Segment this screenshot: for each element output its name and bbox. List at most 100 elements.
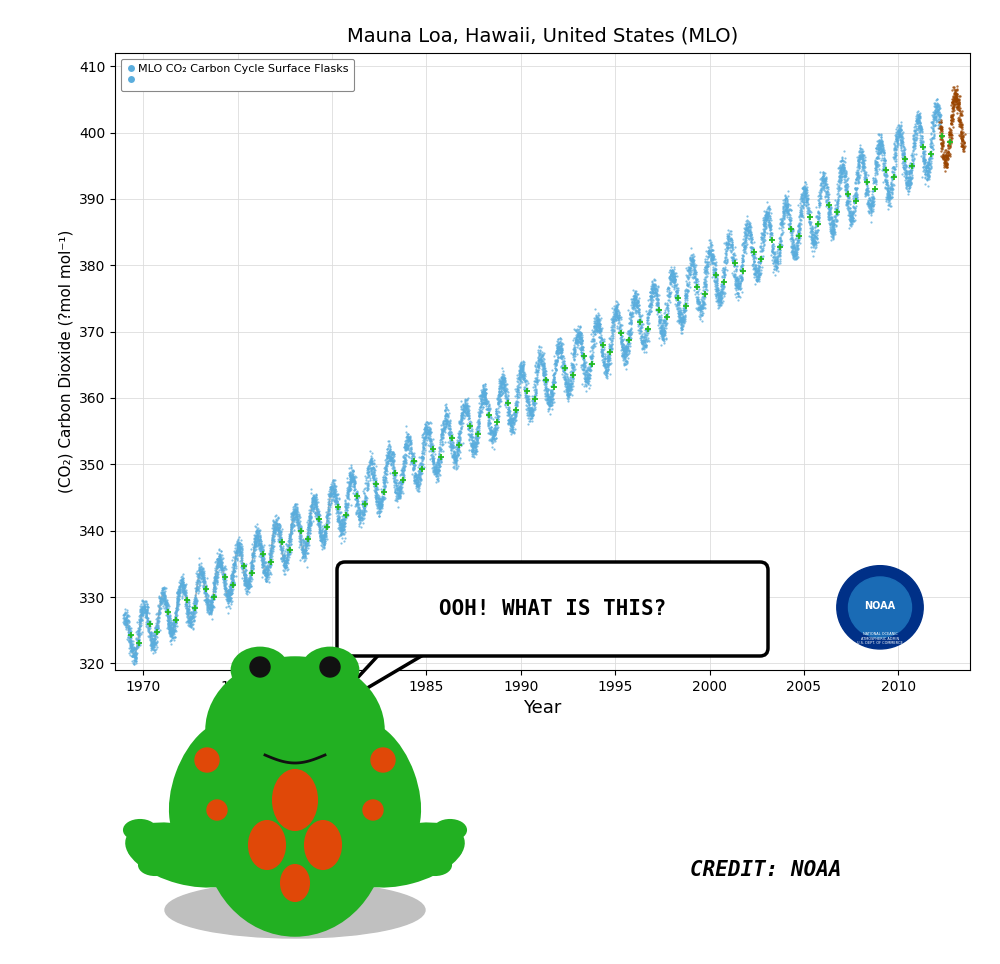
Point [412,457,428,472]
Point [592,316,608,332]
Point [739,228,755,243]
Point [394,460,410,475]
Point [770,241,786,256]
Point [615,348,631,363]
Point [794,199,810,214]
Point [876,159,892,174]
Point [808,235,824,251]
Point [242,576,258,592]
Point [942,126,958,142]
Point [251,549,267,564]
Point [513,356,529,371]
Point [625,297,641,312]
Point [773,226,789,241]
Point [386,474,402,490]
Point [490,410,506,425]
Point [665,266,681,281]
Point [862,201,878,217]
Point [210,553,226,569]
Point [377,466,393,481]
Point [450,425,466,441]
Point [680,278,696,293]
Point [557,371,573,387]
Point [327,493,343,508]
Point [185,607,201,623]
Point [225,564,241,579]
Point [219,587,235,602]
Point [118,614,134,629]
Point [308,489,324,504]
Point [145,631,161,647]
Point [785,223,801,238]
Point [794,205,810,221]
Point [372,491,388,506]
Point [519,373,535,388]
Point [342,466,358,481]
Point [899,181,915,197]
Point [837,168,853,183]
Point [403,434,419,449]
Point [653,324,669,339]
Point [768,253,784,268]
Point [248,534,264,549]
Point [739,236,755,252]
Point [158,601,174,616]
Point [887,149,903,165]
Point [642,296,658,311]
Point [355,498,371,514]
Point [673,302,689,317]
Point [787,245,803,260]
Point [573,358,589,373]
Point [478,390,494,406]
Point [367,488,383,503]
Point [922,151,938,167]
Point [947,89,963,104]
Point [863,201,879,216]
Point [579,369,595,385]
Point [676,310,692,326]
Point [431,456,447,471]
Point [565,371,581,387]
Point [459,401,475,416]
Point [619,340,635,356]
Point [215,567,231,582]
Point [905,153,921,169]
Point [588,315,604,331]
Point [487,432,503,447]
Point [360,461,376,476]
Point [654,326,670,341]
Point [819,179,835,195]
Point [893,138,909,153]
Point [815,178,831,194]
Point [671,306,687,321]
Point [385,470,401,486]
Ellipse shape [130,824,190,866]
Point [384,460,400,475]
Point [657,296,673,311]
Point [664,270,680,285]
Point [454,413,470,428]
Point [707,255,723,271]
Point [827,203,843,219]
Point [880,187,896,202]
Point [223,575,239,590]
Point [221,589,237,604]
Point [192,574,208,589]
Point [175,584,191,600]
Point [251,523,267,539]
Point [532,342,548,358]
Point [637,335,653,350]
Point [385,454,401,469]
Point [945,94,961,109]
Point [632,330,648,345]
Point [299,528,315,544]
Point [560,388,576,403]
Point [697,281,713,297]
Point [942,140,958,155]
Point [507,408,523,423]
Point [886,177,902,193]
Point [925,130,941,146]
Point [155,593,171,608]
Point [574,345,590,361]
Point [295,543,311,558]
